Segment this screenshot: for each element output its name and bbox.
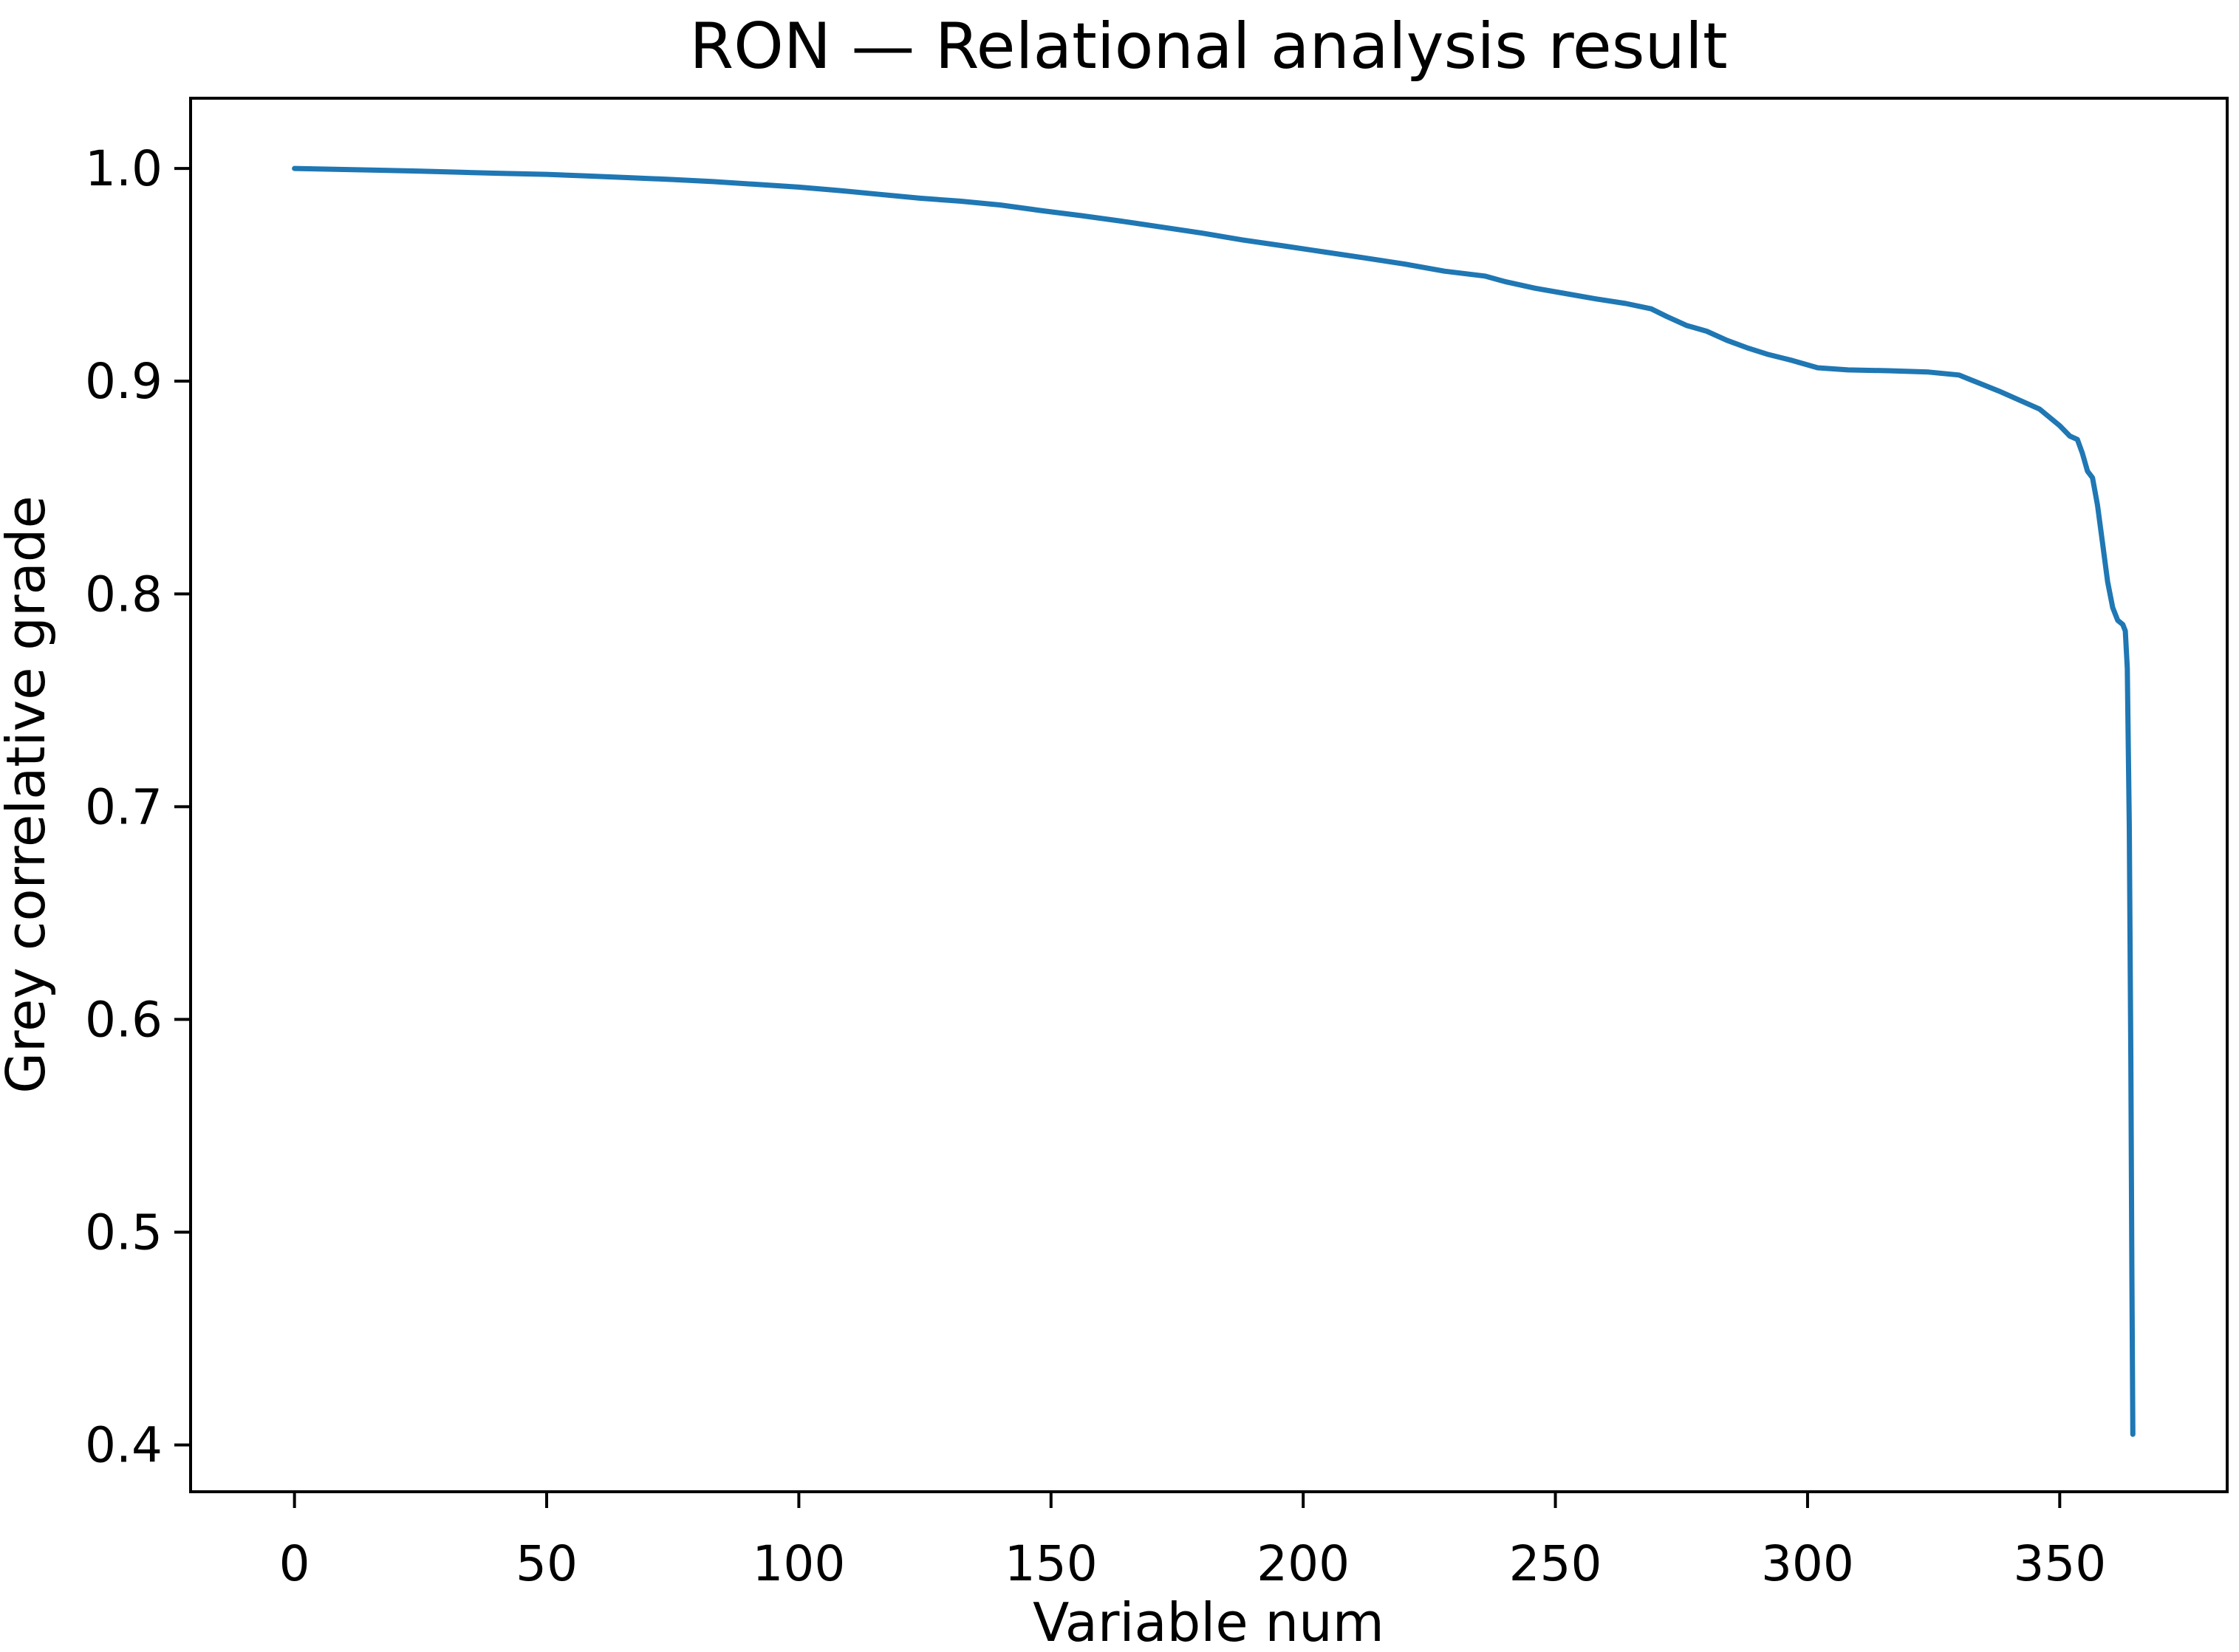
plot-area [189, 97, 2229, 1493]
data-series-line [292, 165, 2136, 1437]
x-axis-label: Variable num [1033, 1591, 1384, 1652]
chart-title: RON — Relational analysis result [689, 10, 1727, 83]
x-tick-label: 200 [1257, 1535, 1350, 1592]
y-tick-label: 0.4 [85, 1417, 163, 1474]
series-group [292, 165, 2136, 1437]
x-axis-ticks: 0 50 100 150 200 250 300 350 [279, 1492, 2106, 1592]
x-tick-label: 150 [1005, 1535, 1098, 1592]
x-tick-label: 300 [1761, 1535, 1854, 1592]
x-tick-label: 250 [1509, 1535, 1602, 1592]
y-tick-label: 1.0 [85, 140, 163, 197]
y-tick-label: 0.9 [85, 353, 163, 410]
x-tick-label: 100 [752, 1535, 845, 1592]
y-tick-label: 0.6 [85, 991, 163, 1048]
x-tick-label: 50 [516, 1535, 578, 1592]
y-tick-label: 0.8 [85, 566, 163, 623]
y-tick-label: 0.5 [85, 1204, 163, 1261]
y-tick-label: 0.7 [85, 778, 163, 835]
y-axis-ticks: 0.4 0.5 0.6 0.7 0.8 0.9 1.0 [85, 140, 191, 1474]
y-axis-label: Grey correlative grade [0, 496, 57, 1093]
x-tick-label: 350 [2013, 1535, 2106, 1592]
x-tick-label: 0 [279, 1535, 310, 1592]
